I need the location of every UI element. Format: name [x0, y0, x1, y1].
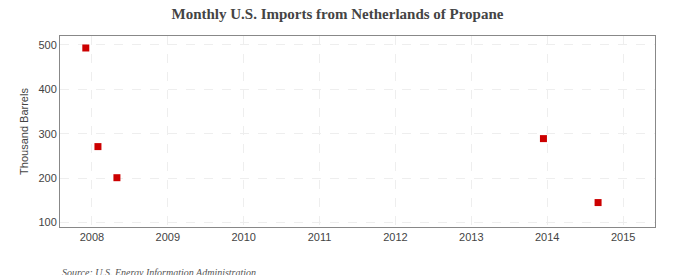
svg-text:Monthly U.S. Imports from Neth: Monthly U.S. Imports from Netherlands of…: [172, 6, 504, 22]
svg-text:500: 500: [38, 39, 56, 51]
svg-text:2009: 2009: [156, 231, 180, 243]
svg-text:400: 400: [38, 83, 56, 95]
svg-text:2013: 2013: [459, 231, 483, 243]
svg-text:2010: 2010: [231, 231, 255, 243]
svg-text:2008: 2008: [80, 231, 104, 243]
svg-text:300: 300: [38, 128, 56, 140]
svg-text:2012: 2012: [383, 231, 407, 243]
svg-text:100: 100: [38, 216, 56, 228]
svg-text:2014: 2014: [535, 231, 559, 243]
svg-text:200: 200: [38, 172, 56, 184]
svg-text:2015: 2015: [611, 231, 635, 243]
svg-text:Source: U.S. Energy Informatio: Source: U.S. Energy Information Administ…: [62, 267, 256, 275]
svg-text:Thousand Barrels: Thousand Barrels: [18, 88, 30, 175]
svg-text:2011: 2011: [308, 231, 332, 243]
